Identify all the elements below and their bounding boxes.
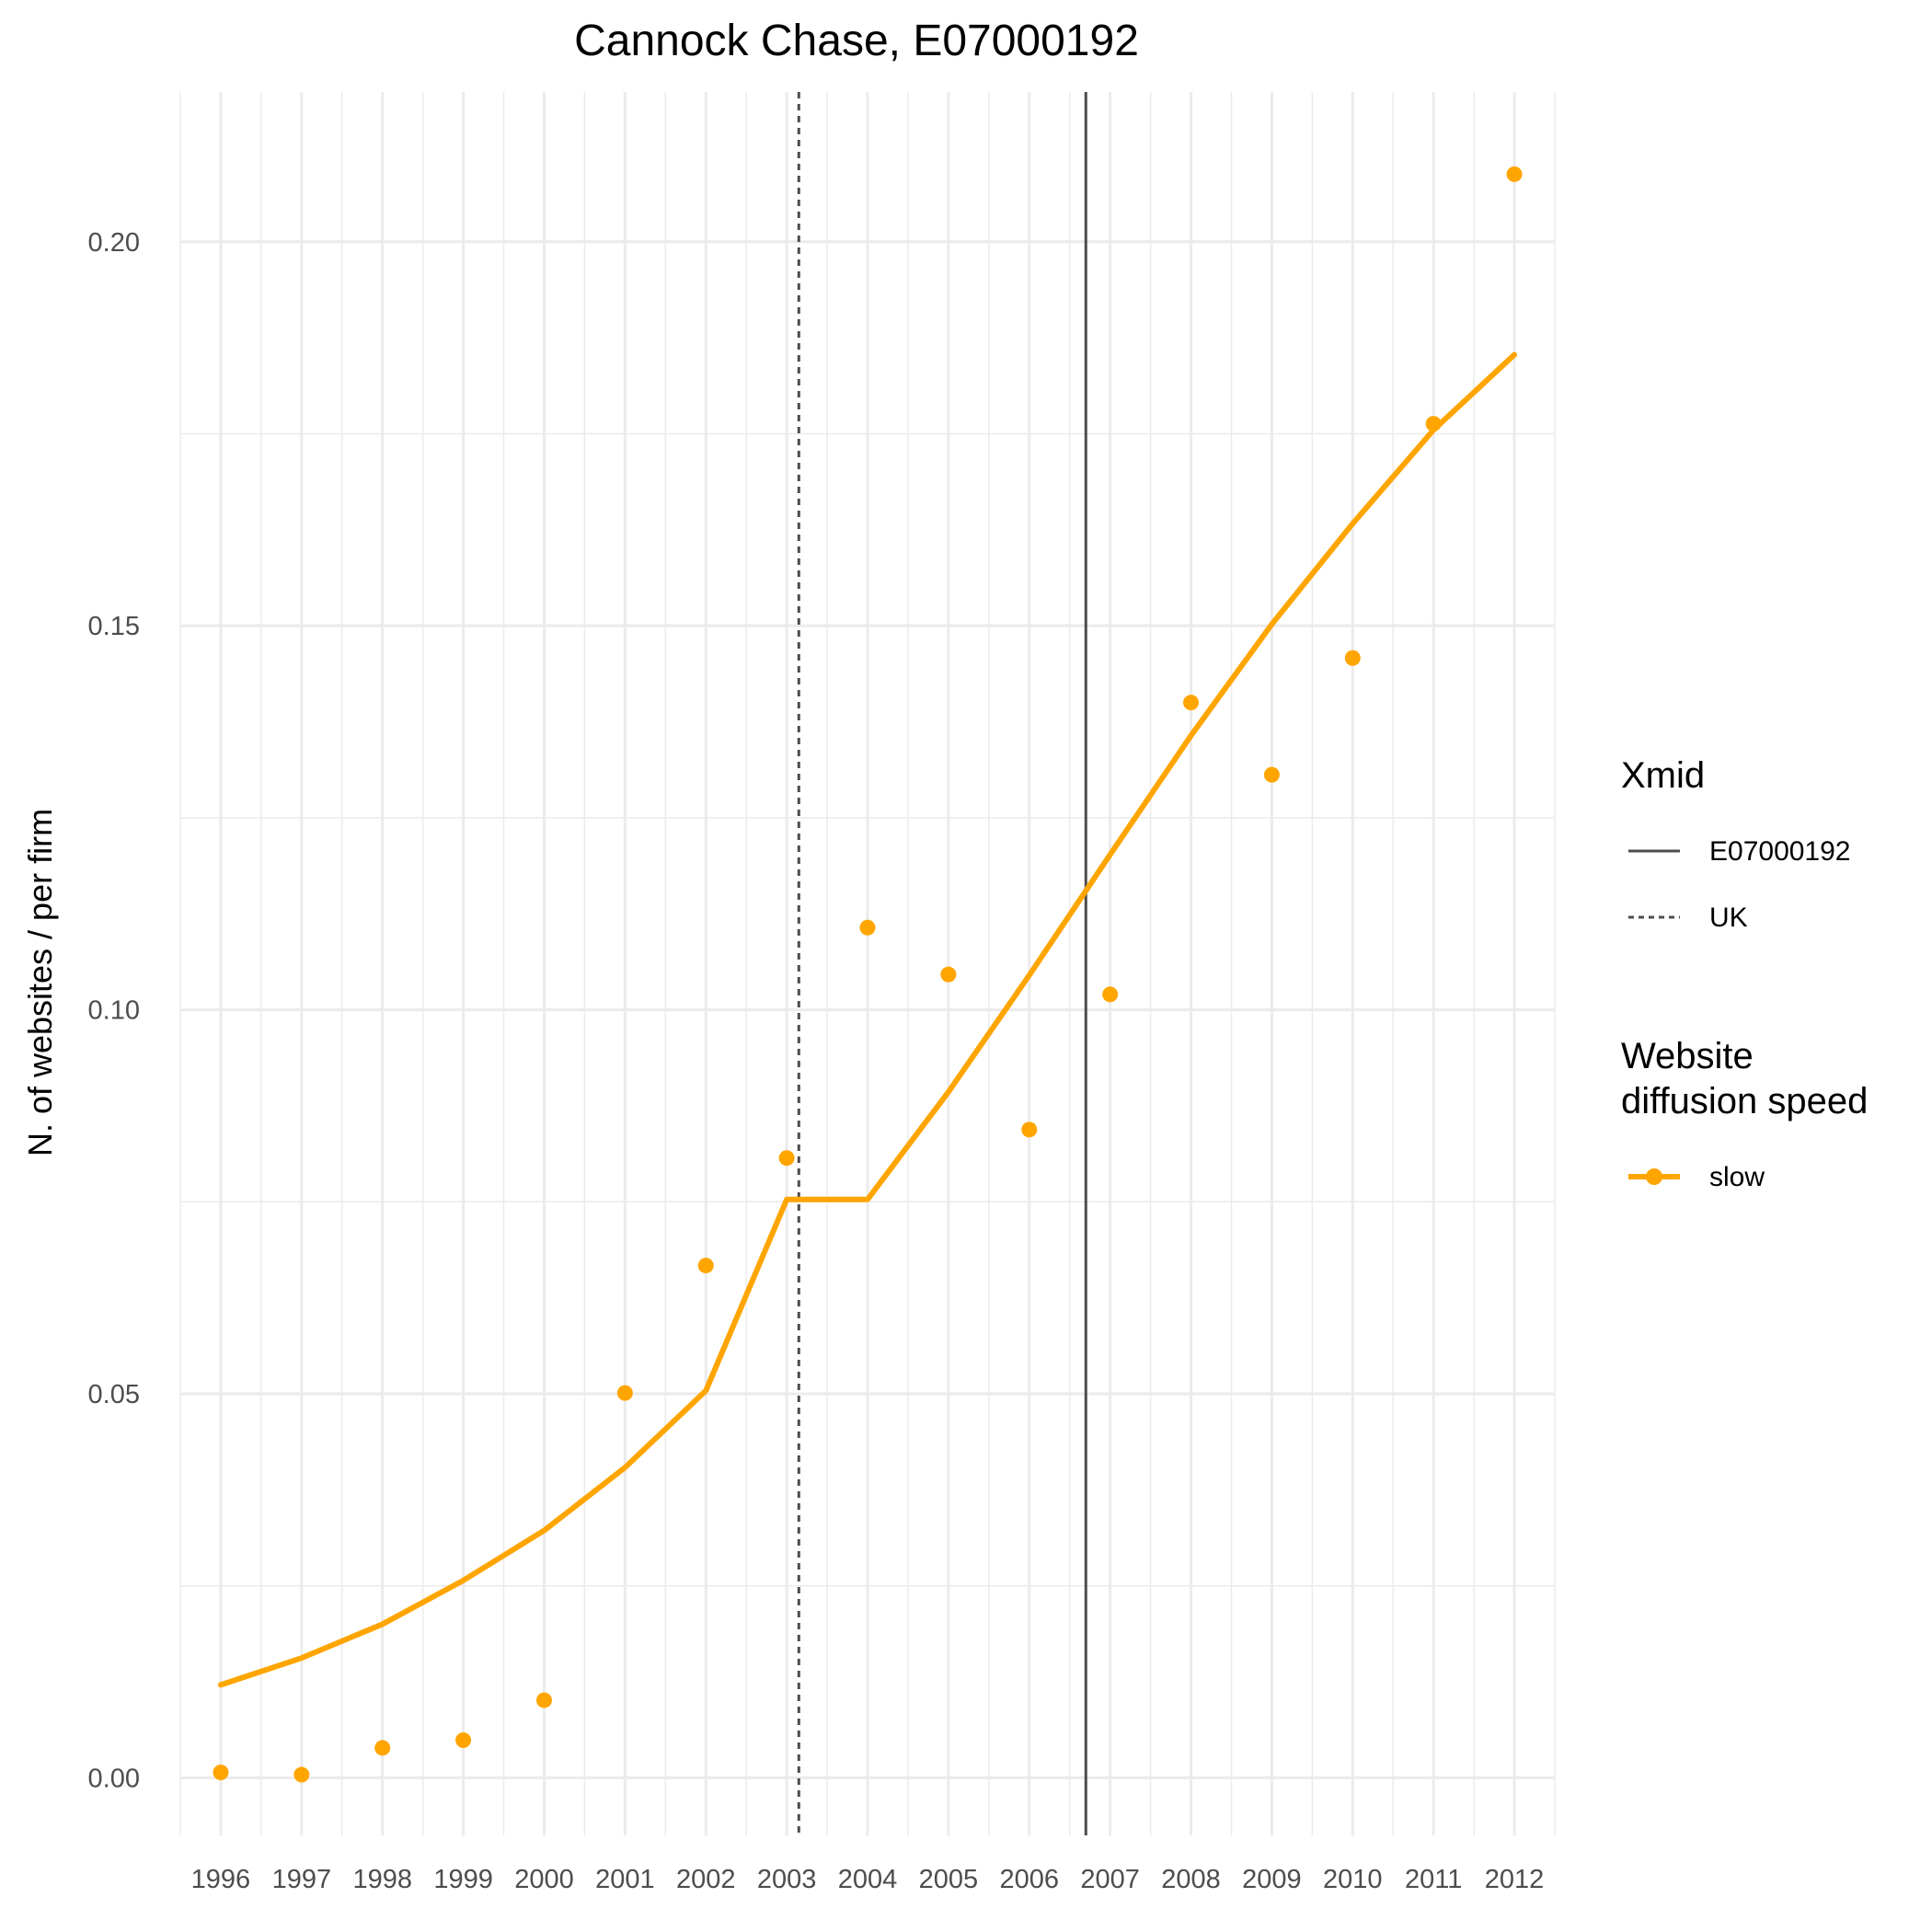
reference-lines [797,92,1087,1835]
data-point [1506,166,1523,182]
data-points-layer [213,166,1523,1783]
data-point [1102,986,1119,1003]
y-tick-label: 0.05 [88,1380,140,1409]
legend-title-xmid: Xmid [1621,755,1705,796]
axes: 0.00 0.05 0.10 0.15 0.20 1996 1997 1998 1999 2000… [88,228,1545,1894]
legend-label-slow: slow [1709,1162,1765,1192]
x-tick-label: 2008 [1161,1865,1221,1894]
x-tick-label: 2001 [595,1865,655,1894]
data-point [374,1740,391,1756]
x-tick-label: 2006 [1000,1865,1060,1894]
data-point [535,1692,552,1708]
data-point [455,1731,472,1748]
data-point [778,1150,795,1167]
y-tick-label: 0.20 [88,228,140,258]
grid [179,92,1556,1835]
data-point [1263,766,1280,783]
x-tick-label: 2007 [1080,1865,1140,1894]
x-tick-label: 1998 [352,1865,412,1894]
data-point [1425,416,1442,432]
y-tick-label: 0.15 [88,612,140,641]
legend-title-diffusion-line2: diffusion speed [1621,1081,1868,1121]
data-point [940,966,957,983]
legend: Xmid E07000192 UK Website diffusion spee… [1621,755,1868,1192]
y-tick-label: 0.10 [88,996,140,1026]
fitted-curve-layer [217,351,1518,1688]
x-tick-label: 2010 [1323,1865,1383,1894]
x-tick-label: 2011 [1405,1865,1462,1894]
x-tick-label: 2002 [676,1865,736,1894]
x-tick-label: 2009 [1242,1865,1302,1894]
x-tick-label: 2004 [838,1865,898,1894]
x-tick-label: 1996 [191,1865,251,1894]
x-tick-label: 2012 [1485,1865,1545,1894]
data-point [859,919,876,936]
legend-label-e07000192: E07000192 [1709,836,1851,867]
x-tick-label: 1997 [272,1865,332,1894]
data-point [616,1385,633,1401]
chart-title: Cannock Chase, E07000192 [574,17,1139,65]
y-axis-title: N. of websites / per firm [21,809,59,1156]
fitted-curve-slow [217,351,1518,1688]
legend-key-slow-point [1646,1168,1662,1185]
data-point [697,1258,714,1274]
data-point [1344,650,1361,666]
x-tick-label: 1999 [433,1865,493,1894]
data-point [1183,695,1200,711]
y-tick-label: 0.00 [88,1764,140,1793]
x-tick-label: 2000 [514,1865,574,1894]
x-tick-label: 2003 [757,1865,817,1894]
x-tick-label: 2005 [919,1865,979,1894]
data-point [1021,1121,1038,1138]
legend-label-uk: UK [1709,903,1748,933]
legend-title-diffusion-line1: Website [1621,1036,1754,1076]
data-point [293,1766,310,1783]
data-point [213,1765,229,1781]
